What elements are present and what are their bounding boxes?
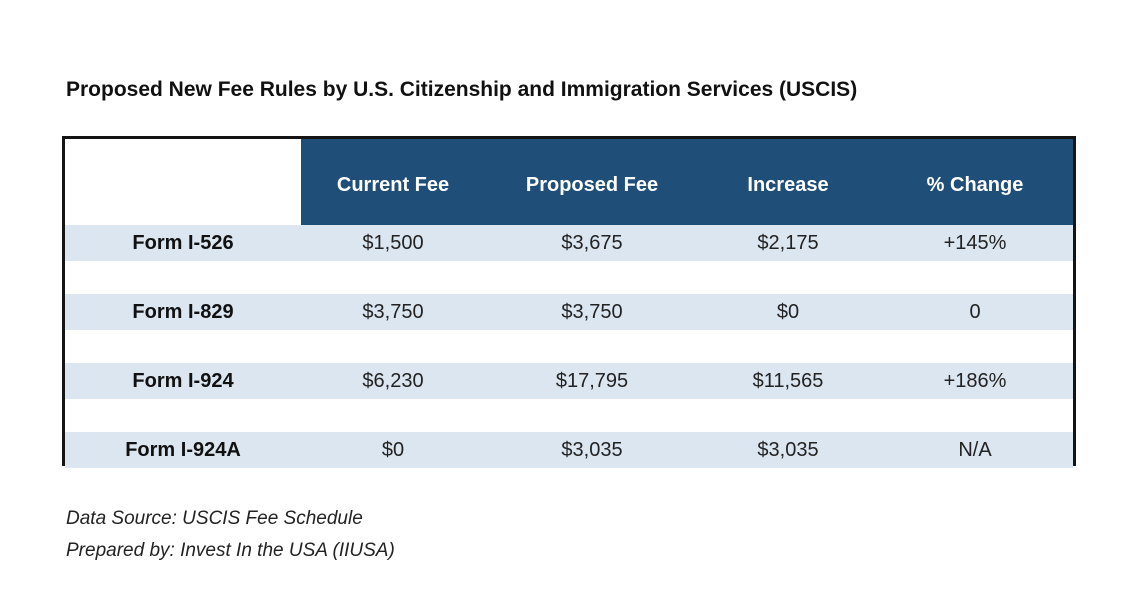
data-source-note: Data Source: USCIS Fee Schedule <box>66 508 363 529</box>
header-proposed-fee: Proposed Fee <box>525 174 659 196</box>
row-separator <box>65 330 1073 363</box>
current-fee-cell: $1,500 <box>362 232 424 254</box>
row-label-cell: Form I-924A <box>125 439 241 461</box>
current-fee-cell: $6,230 <box>362 370 424 392</box>
header-row-background <box>301 139 1073 225</box>
pct-change-cell: +186% <box>943 370 1007 392</box>
increase-cell: $0 <box>776 301 800 323</box>
row-separator <box>65 399 1073 432</box>
row-label-cell: Form I-924 <box>132 370 234 392</box>
prepared-by-note: Prepared by: Invest In the USA (IIUSA) <box>66 540 395 561</box>
row-label-cell: Form I-526 <box>132 232 234 254</box>
increase-cell: $11,565 <box>752 370 824 392</box>
row-label-cell: Form I-829 <box>132 301 234 323</box>
current-fee-cell: $0 <box>381 439 405 461</box>
row-band <box>65 225 1073 261</box>
table-row: Form I-829 $3,750 $3,750 $0 0 <box>65 294 1073 330</box>
fee-table: Current Fee Proposed Fee Increase % Chan… <box>62 136 1076 468</box>
increase-cell: $3,035 <box>757 439 819 461</box>
header-increase: Increase <box>747 174 829 196</box>
row-separator <box>65 261 1073 294</box>
table-row: Form I-526 $1,500 $3,675 $2,175 +145% <box>65 225 1073 261</box>
current-fee-cell: $3,750 <box>362 301 424 323</box>
table-title: Proposed New Fee Rules by U.S. Citizensh… <box>66 78 858 101</box>
row-band <box>65 363 1073 399</box>
increase-cell: $2,175 <box>757 232 819 254</box>
proposed-fee-cell: $3,750 <box>561 301 623 323</box>
fee-table-grid: Current Fee Proposed Fee Increase % Chan… <box>65 139 1073 468</box>
proposed-fee-cell: $3,675 <box>561 232 623 254</box>
pct-change-cell: 0 <box>969 301 981 323</box>
table-row: Form I-924A $0 $3,035 $3,035 N/A <box>65 432 1073 468</box>
table-row: Form I-924 $6,230 $17,795 $11,565 +186% <box>65 363 1073 399</box>
pct-change-cell: N/A <box>958 439 992 461</box>
row-band <box>65 294 1073 330</box>
pct-change-cell: +145% <box>943 232 1007 254</box>
proposed-fee-cell: $17,795 <box>555 370 629 392</box>
proposed-fee-cell: $3,035 <box>561 439 623 461</box>
header-pct-change: % Change <box>926 174 1024 196</box>
header-current-fee: Current Fee <box>336 174 450 196</box>
row-band <box>65 432 1073 468</box>
